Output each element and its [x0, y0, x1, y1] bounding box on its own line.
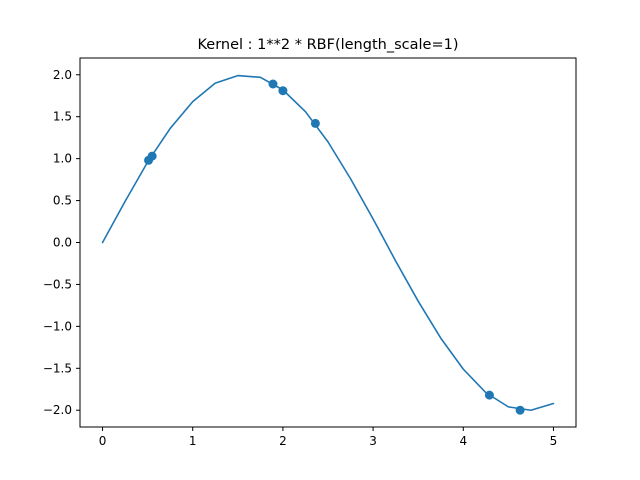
- data-point-2: [147, 151, 157, 161]
- y-tick-label-0: 0.0: [53, 236, 72, 250]
- plot-background: [80, 58, 576, 427]
- x-tick-label-3: 3: [369, 434, 377, 448]
- y-tick-label-1_5: 1.5: [53, 110, 72, 124]
- data-point-6: [484, 390, 494, 400]
- data-point-5: [310, 118, 320, 128]
- y-tick-label-neg-1: −1.0: [43, 319, 72, 333]
- y-axis: −2.0 −1.5 −1.0 −0.5 0.0 0.5 1.0 1.5 2.0: [43, 68, 80, 417]
- y-tick-label-neg-1_5: −1.5: [43, 361, 72, 375]
- y-tick-label-1: 1.0: [53, 152, 72, 166]
- y-tick-label-neg-0_5: −0.5: [43, 277, 72, 291]
- x-tick-label-2: 2: [279, 434, 287, 448]
- series-line-curve: [101, 74, 555, 412]
- chart-title: Kernel : 1**2 * RBF(length_scale=1): [198, 37, 459, 53]
- x-tick-label-5: 5: [550, 434, 558, 448]
- x-axis: 0 1 2 3 4 5: [99, 427, 558, 448]
- data-point-3: [268, 79, 278, 89]
- plot-marks: [101, 74, 555, 415]
- plot-frame: [79, 57, 577, 428]
- x-tick-label-4: 4: [459, 434, 467, 448]
- y-tick-label-0_5: 0.5: [53, 194, 72, 208]
- y-tick-label-2: 2.0: [53, 68, 72, 82]
- data-point-4: [278, 86, 288, 96]
- x-tick-label-0: 0: [99, 434, 107, 448]
- y-tick-label-neg-2: −2.0: [43, 403, 72, 417]
- data-point-7: [515, 405, 525, 415]
- x-tick-label-1: 1: [189, 434, 197, 448]
